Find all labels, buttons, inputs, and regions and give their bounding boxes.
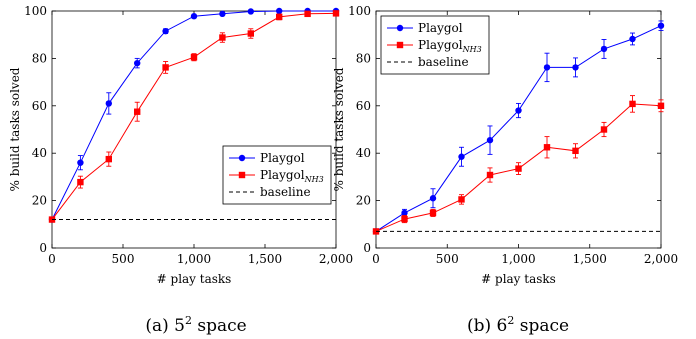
data-point-playgol [458,153,465,160]
caption-tail: space [514,316,569,336]
legend-label: Playgol [418,21,463,35]
data-point-playgol [401,209,408,217]
data-point-playgol [543,64,551,71]
data-point-playgol-nh3 [629,100,636,108]
data-point-playgol-nh3 [401,215,408,223]
data-point-playgol [429,195,437,202]
data-point-playgol-nh3 [515,165,522,172]
y-tick-label: 60 [356,99,371,113]
data-point-playgol [219,10,226,18]
data-point-playgol-nh3 [486,171,494,179]
y-tick-label: 80 [32,51,47,65]
data-point-playgol [276,7,283,15]
y-tick-label: 100 [348,4,371,18]
y-axis-label: % build tasks solved [332,67,346,191]
caption-superscript: 2 [507,314,514,327]
data-point-playgol-nh3 [77,178,84,186]
panel-b-6x6-space: 0 500 1,000 1,500 2,000 0 20 40 60 80 100 # play ta… [332,4,678,336]
y-tick-label: 100 [24,4,47,18]
data-point-playgol-nh3 [247,30,254,37]
data-point-playgol [162,27,169,35]
data-point-playgol-nh3 [219,34,226,41]
y-tick-label: 40 [356,146,371,160]
data-point-playgol [134,59,141,67]
data-point-playgol [629,35,636,43]
legend-label: baseline [260,185,311,199]
panel-caption: (b) 62 space [467,314,569,336]
data-point-playgol-nh3 [657,102,665,109]
x-tick-label: 1,500 [573,252,607,266]
legend-marker-circle [396,24,404,32]
legend-marker-square [396,41,404,49]
legend-label-subscript: NH3 [462,45,482,54]
y-tick-label: 60 [32,99,47,113]
x-tick-label: 500 [112,252,135,266]
y-tick-label: 0 [39,241,47,255]
legend-label-subscript: NH3 [304,175,324,184]
data-point-playgol-nh3 [190,54,198,61]
data-point-playgol [657,22,665,29]
y-tick-label: 20 [356,194,371,208]
data-point-playgol-nh3 [162,64,169,71]
data-point-playgol [247,8,254,15]
legend-marker-square [238,171,246,179]
data-point-playgol-nh3 [543,144,551,151]
y-tick-label: 80 [356,51,371,65]
caption-tail: space [192,316,247,336]
y-tick-label: 40 [32,146,47,160]
data-point-playgol-nh3 [572,147,579,155]
data-point-playgol-nh3 [304,10,311,18]
data-point-playgol [515,107,522,114]
legend-label: baseline [418,55,469,69]
x-tick-label: 500 [436,252,459,266]
data-point-playgol-nh3 [105,155,112,163]
x-tick-label: 1,500 [248,252,282,266]
data-point-playgol-nh3 [429,209,437,217]
data-point-playgol-nh3 [458,196,465,203]
plot-frame [51,10,337,249]
x-axis-label: # play tasks [481,272,556,286]
x-tick-label: 2,000 [319,252,353,266]
data-point-playgol [77,159,84,166]
panel-caption: (a) 52 space [145,314,246,336]
x-tick-label: 1,000 [501,252,535,266]
data-point-playgol [600,45,608,53]
x-tick-label: 0 [372,252,380,266]
y-axis-label: % build tasks solved [8,67,22,191]
data-point-playgol [105,100,113,107]
caption-superscript: 2 [185,314,192,327]
data-point-playgol-nh3 [276,13,283,21]
y-tick-label: 0 [363,241,371,255]
data-point-playgol [486,136,494,144]
data-point-playgol-nh3 [134,108,141,115]
x-tick-label: 0 [48,252,56,266]
x-axis-label: # play tasks [157,272,232,286]
data-point-playgol-nh3 [332,10,340,17]
data-point-playgol [572,64,579,71]
panel-a-5x5-space: 0 500 1,000 1,500 2,000 0 20 40 60 80 100 # play ta… [8,4,353,336]
x-tick-label: 2,000 [644,252,678,266]
data-point-playgol [190,13,198,20]
data-point-playgol-nh3 [600,126,608,133]
y-tick-label: 20 [32,194,47,208]
legend-label: Playgol [260,151,305,165]
legend-marker-circle [238,154,246,162]
x-tick-label: 1,000 [177,252,211,266]
